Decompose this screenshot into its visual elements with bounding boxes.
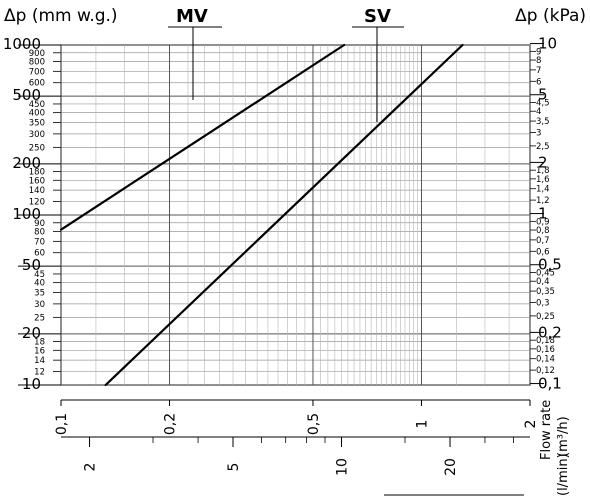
left-minor-tick-label: 140 — [29, 186, 45, 196]
left-minor-tick-label: 80 — [34, 227, 45, 237]
right-minor-tick-label: 8 — [536, 56, 541, 66]
right-axis: 0,1 0,2 0,5 1 2 5 10 0,120,140,160,18 0,25 0,30,3… — [530, 35, 562, 393]
left-minor-tick-label: 700 — [29, 67, 45, 77]
left-minor-tick-label: 70 — [34, 237, 45, 247]
left-axis-title: Δp (mm w.g.) — [4, 6, 118, 26]
right-minor-tick-label: 0,14 — [536, 355, 555, 365]
right-minor-tick-label: 1,8 — [536, 166, 550, 176]
left-major-tick-label: 1000 — [3, 35, 41, 53]
left-minor-tick-label: 40 — [34, 279, 45, 289]
right-minor-tick-label: 0,45 — [536, 269, 555, 279]
m3h-tick-label: 1 — [414, 420, 430, 429]
left-major-tick-label: 500 — [12, 86, 41, 104]
lmin-unit-label: (l/min) — [556, 453, 571, 496]
bottom-axes: 0,1 0,2 0,5 1 2 2 5 10 20 — [54, 399, 539, 496]
right-minor-tick-label: 0,4 — [536, 277, 550, 287]
right-major-tick-label: 0,1 — [538, 375, 562, 393]
lmin-tick-label: 5 — [226, 463, 242, 472]
m3h-unit-label: (m³/h) — [556, 416, 571, 457]
left-minor-tick-label: 90 — [34, 219, 45, 229]
series-line-sv — [104, 43, 464, 387]
series-label-sv: SV — [364, 6, 391, 27]
left-minor-tick-label: 25 — [34, 313, 45, 323]
right-major-tick-label: 1 — [538, 205, 548, 223]
right-axis-title: Δp (kPa) — [515, 6, 586, 26]
left-major-tick-label: 100 — [12, 205, 41, 223]
grid — [60, 44, 531, 386]
left-minor-tick-label: 12 — [34, 368, 45, 378]
right-minor-tick-label: 4,5 — [536, 99, 550, 109]
right-minor-tick-label: 1,6 — [536, 175, 550, 185]
left-minor-tick-label: 250 — [29, 143, 45, 153]
right-minor-tick-label: 4 — [536, 107, 541, 117]
left-minor-tick-label: 16 — [34, 346, 45, 356]
left-minor-tick-label: 160 — [29, 176, 45, 186]
left-major-tick-label: 10 — [22, 375, 41, 393]
left-minor-tick-label: 450 — [29, 100, 45, 110]
right-minor-tick-label: 0,8 — [536, 226, 550, 236]
left-minor-tick-label: 180 — [29, 168, 45, 178]
right-minor-tick-label: 3,5 — [536, 117, 550, 127]
left-minor-tick-label: 350 — [29, 119, 45, 129]
flow-rate-caption: Flow rate — [539, 399, 554, 460]
series-group — [59, 26, 464, 387]
right-minor-tick-label: 0,35 — [536, 287, 555, 297]
lmin-tick-label: 20 — [443, 458, 459, 476]
right-minor-tick-label: 0,18 — [536, 336, 555, 346]
right-minor-tick-label: 7 — [536, 66, 541, 76]
right-major-tick-label: 5 — [538, 86, 548, 104]
right-major-tick-label: 2 — [538, 153, 548, 171]
left-minor-tick-label: 900 — [29, 49, 45, 59]
left-major-tick-label: 20 — [22, 324, 41, 342]
left-minor-tick-label: 600 — [29, 79, 45, 89]
right-minor-tick-label: 6 — [536, 77, 541, 87]
right-minor-tick-label: 0,16 — [536, 345, 555, 355]
series-line-mv — [59, 43, 346, 231]
right-major-tick-label: 0,2 — [538, 323, 562, 341]
right-minor-tick-label: 0,12 — [536, 366, 555, 376]
lmin-tick-label: 10 — [335, 458, 351, 476]
left-major-tick-label: 50 — [22, 256, 41, 274]
left-minor-tick-label: 60 — [34, 249, 45, 259]
right-minor-tick-label: 0,25 — [536, 312, 555, 322]
right-minor-tick-label: 3 — [536, 128, 541, 138]
left-minor-tick-label: 45 — [34, 270, 45, 280]
left-minor-tick-label: 400 — [29, 109, 45, 119]
left-minor-tick-label: 14 — [34, 356, 45, 366]
left-minor-tick-label: 300 — [29, 130, 45, 140]
left-minor-tick-label: 800 — [29, 57, 45, 67]
m3h-tick-label: 0,1 — [54, 413, 70, 435]
right-major-tick-label: 0,5 — [538, 256, 562, 274]
right-minor-tick-label: 1,4 — [536, 185, 550, 195]
right-minor-tick-label: 0,7 — [536, 236, 550, 246]
right-minor-tick-label: 1,2 — [536, 196, 550, 206]
right-minor-tick-label: 2,5 — [536, 142, 550, 152]
right-minor-tick-label: 0,9 — [536, 217, 550, 227]
m3h-tick-label: 2 — [523, 420, 539, 429]
left-minor-tick-label: 18 — [34, 338, 45, 348]
left-major-tick-label: 200 — [12, 154, 41, 172]
right-major-tick-label: 10 — [538, 35, 557, 53]
series-label-mv: MV — [176, 6, 208, 27]
left-minor-tick-label: 35 — [34, 289, 45, 299]
right-minor-tick-label: 9 — [536, 47, 541, 57]
left-minor-tick-label: 30 — [34, 300, 45, 310]
left-minor-tick-label: 120 — [29, 198, 45, 208]
m3h-tick-label: 0,2 — [163, 413, 179, 435]
m3h-tick-label: 0,5 — [306, 413, 322, 435]
right-minor-tick-label: 0,3 — [536, 298, 550, 308]
lmin-tick-label: 2 — [83, 463, 99, 472]
right-minor-tick-label: 0,6 — [536, 247, 550, 257]
